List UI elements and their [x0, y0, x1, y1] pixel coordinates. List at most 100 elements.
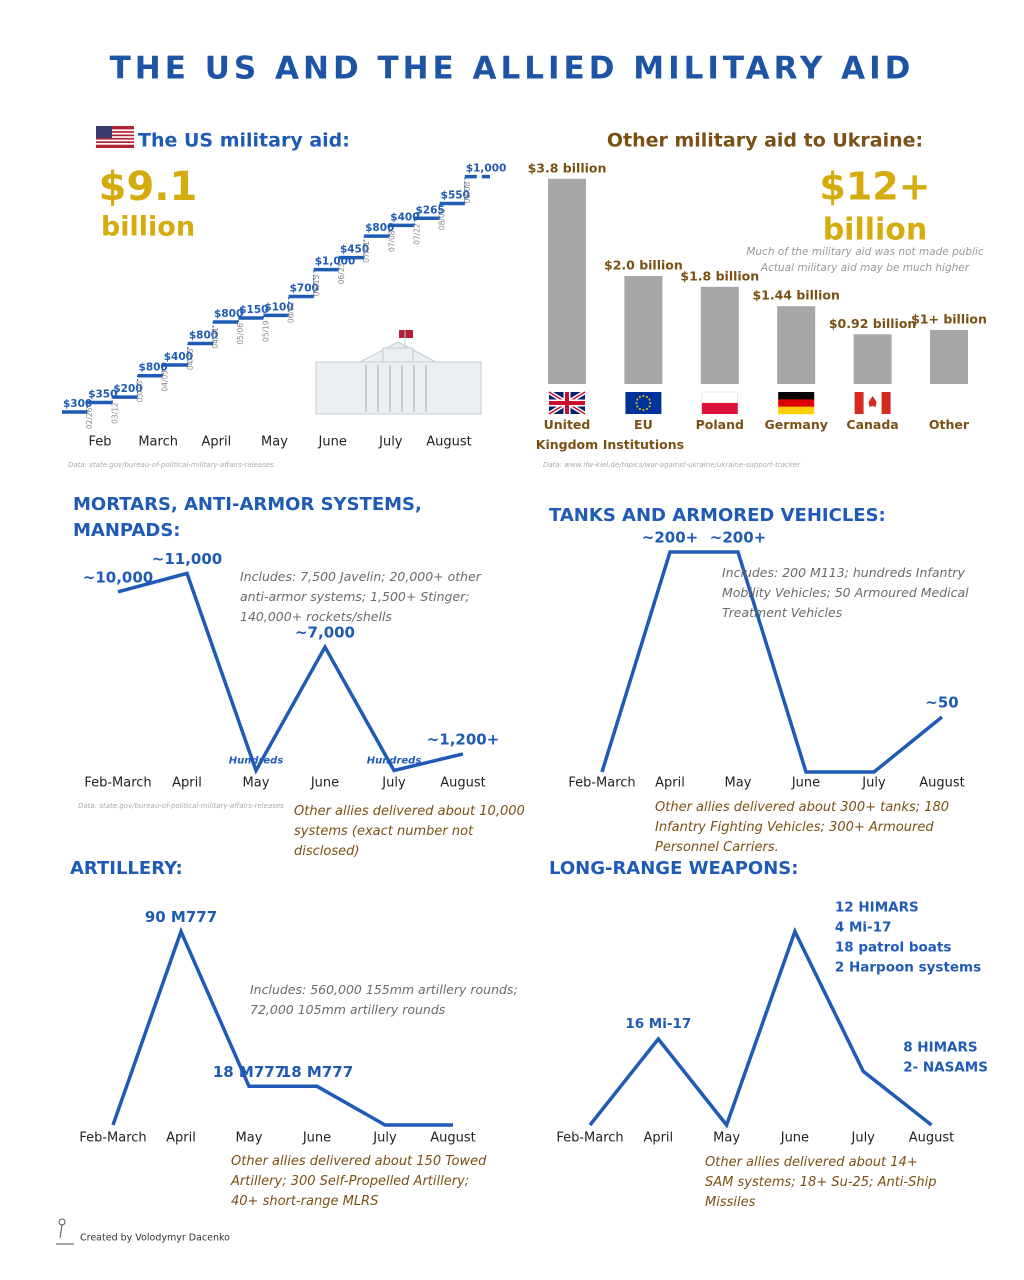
- date-label: 05/19: [261, 320, 270, 342]
- point-note: 18 patrol boats: [835, 940, 952, 956]
- flag-part: [638, 408, 641, 411]
- x-tick-label: Other: [928, 417, 970, 432]
- date-label: 06/15: [312, 274, 321, 296]
- flag-part: [701, 403, 738, 414]
- point-note: 4 Mi-17: [835, 920, 892, 936]
- date-label: 04/05: [161, 370, 170, 392]
- value-label: ~50: [925, 694, 958, 712]
- flag-part: [701, 391, 739, 404]
- x-tick-label: Germany: [764, 417, 828, 432]
- x-tick-label: June: [310, 776, 339, 791]
- x-tick-label: April: [655, 776, 685, 791]
- value-label: ~200+: [642, 529, 698, 547]
- total-unit: billion: [823, 213, 928, 248]
- value-label: $1,000: [466, 163, 507, 175]
- total: $9.1: [99, 164, 198, 210]
- note: Actual military aid may be much higher: [760, 262, 970, 274]
- note: Much of the military aid was not made pu…: [746, 246, 984, 258]
- date-label: 02/26: [85, 407, 94, 429]
- value-label: $450: [340, 244, 369, 256]
- flag-part: [648, 405, 651, 408]
- x-tick-label: August: [440, 776, 486, 791]
- date-label: 04/21: [211, 327, 220, 349]
- value-label: $200: [113, 383, 142, 395]
- x-tick-label: EU Institutions: [602, 417, 685, 452]
- bar: [777, 306, 816, 384]
- flag-part: [635, 402, 638, 404]
- x-tick-label: April: [166, 1131, 196, 1146]
- value-label: $150: [239, 304, 268, 316]
- value-label: $800: [189, 330, 218, 342]
- x-tick-label: May: [243, 776, 270, 791]
- flag-part: [642, 409, 645, 411]
- x-tick-label: March: [138, 435, 178, 450]
- flag: [701, 391, 739, 414]
- x-tick-label: May: [713, 1131, 740, 1146]
- x-tick-label: August: [430, 1131, 476, 1146]
- value-label: $100: [264, 301, 293, 313]
- bar: [930, 330, 968, 384]
- credit-icon: [56, 1218, 74, 1245]
- flag: [547, 390, 587, 416]
- bar: [548, 178, 586, 384]
- value-label: $2.0 billion: [604, 258, 683, 273]
- white-house: [315, 330, 482, 415]
- value-label: 18 M777: [213, 1063, 285, 1081]
- point-note: 2 Harpoon systems: [835, 960, 981, 976]
- us-flag: [96, 126, 134, 148]
- value-label: 90 M777: [145, 908, 217, 926]
- credit: Created by Volodymyr Dacenko: [80, 1233, 230, 1244]
- point-note: 8 HIMARS: [903, 1039, 977, 1055]
- date-label: 04/13: [186, 348, 195, 370]
- line: [600, 550, 944, 774]
- flag-part: [648, 398, 651, 401]
- value-label: ~200+: [710, 529, 766, 547]
- total: $12+: [819, 165, 930, 209]
- flag-part: [649, 402, 652, 404]
- x-tick-label: April: [172, 776, 202, 791]
- x-tick-label: August: [426, 435, 472, 450]
- flag-part: [778, 392, 815, 400]
- value-label: $300: [63, 398, 92, 410]
- value-label: $800: [214, 308, 243, 320]
- date-label: 06/23: [337, 262, 346, 284]
- x-tick-label: Feb-March: [568, 776, 635, 791]
- point-note: 16 Mi-17: [625, 1016, 691, 1032]
- point-note: 12 HIMARS: [835, 900, 919, 916]
- footnote: Other allies delivered about 14+ SAM sys…: [705, 1155, 937, 1210]
- value-label: $1.44 billion: [752, 288, 839, 303]
- flag-part: [778, 406, 815, 415]
- flag: [778, 392, 815, 415]
- x-tick-label: July: [851, 1131, 876, 1146]
- date-label: 07/01: [362, 241, 371, 263]
- x-tick-label: Feb-March: [84, 776, 151, 791]
- value-label: $3.8 billion: [528, 160, 607, 175]
- x-tick-label: June: [791, 776, 820, 791]
- flag-part: [549, 392, 585, 414]
- x-tick-label: August: [919, 776, 965, 791]
- point-note: 2- NASAMS: [903, 1059, 988, 1075]
- x-tick-label: May: [236, 1131, 263, 1146]
- chart-title: TANKS AND ARMORED VEHICLES:: [549, 505, 886, 526]
- value-label: $800: [365, 222, 394, 234]
- x-tick-label: August: [909, 1131, 955, 1146]
- flag-part: [636, 405, 639, 408]
- chart-title: The US military aid:: [138, 130, 350, 152]
- value-label: $1+ billion: [911, 312, 987, 327]
- flag-part: [645, 395, 648, 398]
- x-tick-label: July: [372, 1131, 397, 1146]
- line: [117, 571, 464, 775]
- x-tick-label: April: [643, 1131, 673, 1146]
- source: Data: www.ifw-kiel.de/topics/war-against…: [543, 461, 801, 469]
- footnote: Other allies delivered about 150 Towed A…: [231, 1154, 487, 1209]
- x-tick-label: June: [318, 435, 347, 450]
- source: Data: state.gov/bureau-of-political-mili…: [78, 802, 284, 810]
- x-tick-label: July: [381, 776, 406, 791]
- value-label: $700: [290, 283, 319, 295]
- date-label: 08/01: [438, 208, 447, 230]
- x-tick-label: Feb-March: [556, 1131, 623, 1146]
- flag-part: [638, 395, 641, 398]
- x-tick-label: April: [201, 435, 231, 450]
- footnote: Other allies delivered about 10,000 syst…: [294, 804, 525, 859]
